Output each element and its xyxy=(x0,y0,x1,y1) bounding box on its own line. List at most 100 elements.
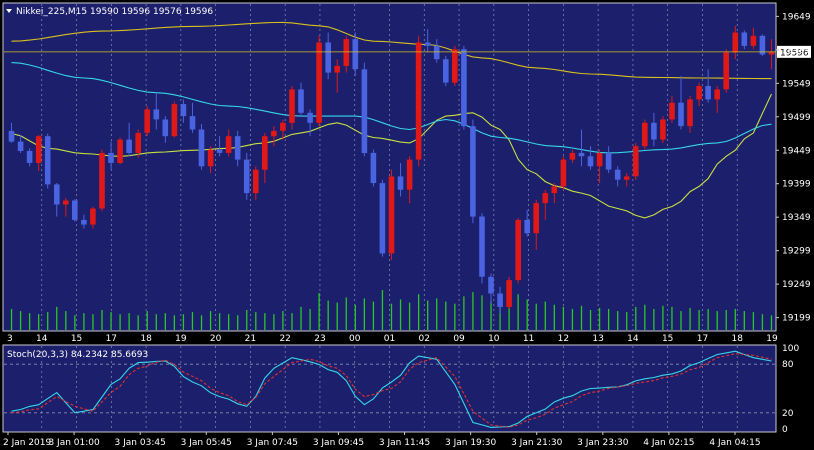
candle[interactable] xyxy=(162,116,169,143)
candle[interactable] xyxy=(669,96,675,123)
candle[interactable] xyxy=(280,119,286,140)
candles[interactable] xyxy=(8,25,775,314)
candle[interactable] xyxy=(63,197,69,217)
candle[interactable] xyxy=(488,273,494,304)
candle-body xyxy=(461,49,467,127)
candle[interactable] xyxy=(81,214,87,229)
candle[interactable] xyxy=(524,209,530,237)
candle[interactable] xyxy=(406,156,413,204)
candle[interactable] xyxy=(379,179,386,257)
candle[interactable] xyxy=(741,30,748,50)
candle[interactable] xyxy=(533,199,539,251)
candle[interactable] xyxy=(551,183,558,204)
candle[interactable] xyxy=(388,169,395,261)
candle[interactable] xyxy=(452,45,458,87)
candle[interactable] xyxy=(352,32,359,76)
candle[interactable] xyxy=(415,35,422,167)
candle[interactable] xyxy=(397,162,404,197)
candle[interactable] xyxy=(768,39,775,70)
price-axis: 19649 19599 19549 19499 19449 19399 19349 19299… xyxy=(776,12,811,324)
candle[interactable] xyxy=(750,27,757,50)
candle[interactable] xyxy=(596,149,603,184)
candle[interactable] xyxy=(207,146,214,174)
price-tick-label: 19399 xyxy=(782,180,811,190)
candle[interactable] xyxy=(17,134,24,153)
candle[interactable] xyxy=(216,136,223,157)
candle[interactable] xyxy=(180,99,187,123)
candle[interactable] xyxy=(605,146,612,174)
candle[interactable] xyxy=(54,183,60,217)
candle[interactable] xyxy=(714,86,720,113)
candle-body xyxy=(741,32,748,46)
candle[interactable] xyxy=(578,129,585,167)
candle[interactable] xyxy=(759,34,766,56)
candle[interactable] xyxy=(370,149,377,187)
candle[interactable] xyxy=(614,166,621,187)
candle[interactable] xyxy=(325,32,331,80)
candle[interactable] xyxy=(424,29,431,53)
candle[interactable] xyxy=(696,82,702,107)
candle[interactable] xyxy=(633,142,639,180)
candle[interactable] xyxy=(479,213,485,284)
candle[interactable] xyxy=(497,286,503,314)
dropdown-triangle-icon[interactable] xyxy=(6,9,12,13)
candle[interactable] xyxy=(271,126,277,147)
candle[interactable] xyxy=(723,49,729,93)
candle[interactable] xyxy=(343,35,350,73)
candle[interactable] xyxy=(651,112,657,147)
candle[interactable] xyxy=(72,199,78,222)
candle[interactable] xyxy=(542,189,549,220)
candle[interactable] xyxy=(108,141,114,170)
candle[interactable] xyxy=(515,217,521,284)
candle[interactable] xyxy=(732,25,739,60)
candle[interactable] xyxy=(126,122,132,157)
candle-body xyxy=(135,132,141,153)
session-tick-label: 18 xyxy=(140,334,152,344)
candle[interactable] xyxy=(99,149,105,212)
candle[interactable] xyxy=(461,45,467,130)
candle[interactable] xyxy=(8,122,15,143)
main-panel[interactable] xyxy=(2,2,777,332)
candle[interactable] xyxy=(289,86,295,130)
candle[interactable] xyxy=(433,39,440,63)
candle[interactable] xyxy=(225,129,232,157)
candle[interactable] xyxy=(90,206,96,229)
candle[interactable] xyxy=(678,75,684,130)
candle[interactable] xyxy=(569,149,576,163)
candle[interactable] xyxy=(253,166,259,200)
candle-body xyxy=(180,104,187,117)
candle[interactable] xyxy=(307,109,313,137)
candle[interactable] xyxy=(334,59,340,93)
candle[interactable] xyxy=(470,119,476,224)
main-chart-title: Nikkei_225,M15 19590 19596 19576 19596 xyxy=(16,7,213,17)
candle[interactable] xyxy=(44,133,51,189)
candle[interactable] xyxy=(189,102,196,133)
candle[interactable] xyxy=(642,119,648,150)
candle[interactable] xyxy=(243,152,250,200)
candle[interactable] xyxy=(560,156,567,190)
candle[interactable] xyxy=(361,62,368,157)
candle[interactable] xyxy=(316,35,322,127)
candle[interactable] xyxy=(443,55,449,87)
candle-body xyxy=(651,122,657,140)
candle[interactable] xyxy=(144,106,150,137)
candle[interactable] xyxy=(198,124,205,170)
candle[interactable] xyxy=(234,130,241,167)
candle[interactable] xyxy=(117,137,123,165)
candle[interactable] xyxy=(298,82,304,117)
candle[interactable] xyxy=(35,134,42,172)
candle[interactable] xyxy=(587,146,594,170)
candle[interactable] xyxy=(26,148,33,167)
candle[interactable] xyxy=(623,173,630,187)
candle[interactable] xyxy=(135,129,141,158)
candle[interactable] xyxy=(153,92,160,130)
price-tick-label: 19299 xyxy=(782,247,811,257)
candle[interactable] xyxy=(506,276,512,309)
candle[interactable] xyxy=(262,132,268,184)
candle[interactable] xyxy=(171,101,178,138)
session-tick-label: 23 xyxy=(314,334,325,344)
candle[interactable] xyxy=(660,116,666,143)
candle[interactable] xyxy=(687,96,693,133)
candle[interactable] xyxy=(705,69,711,103)
